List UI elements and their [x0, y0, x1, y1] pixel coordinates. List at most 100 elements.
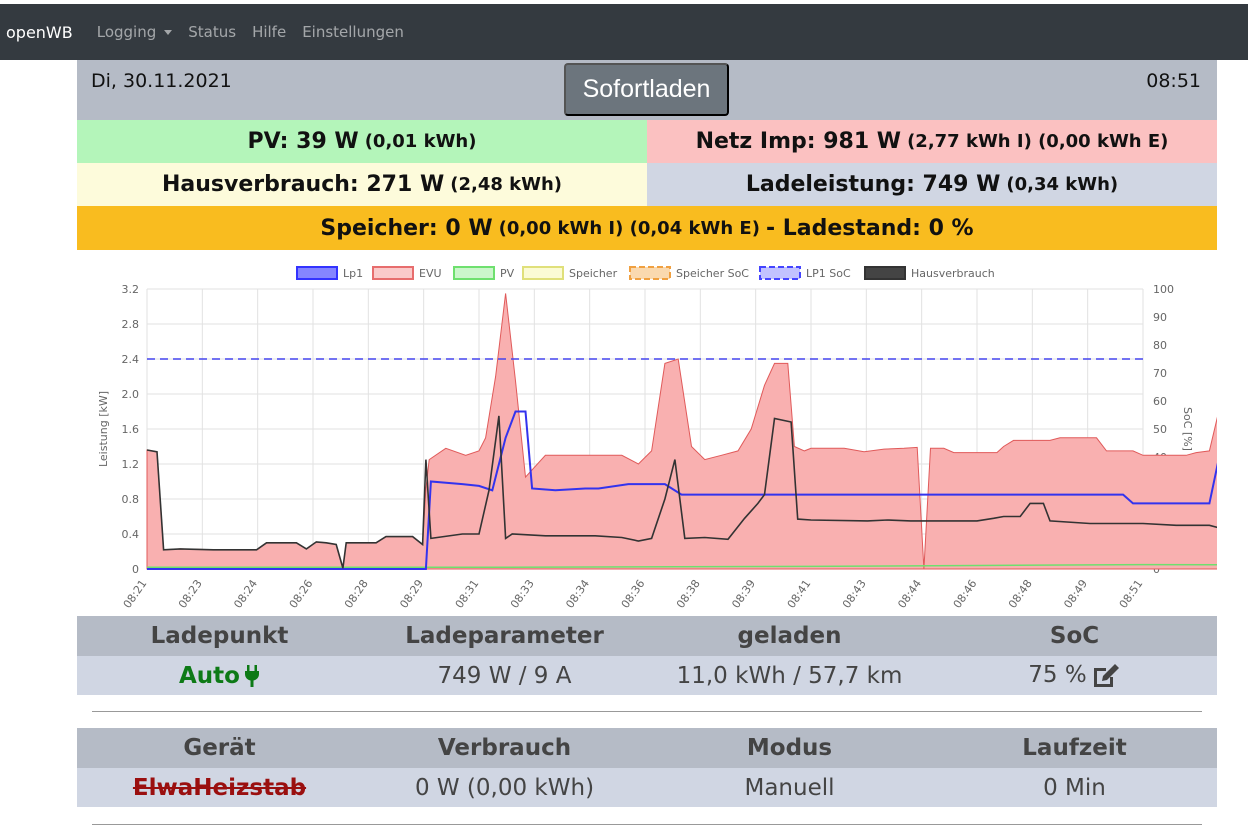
plug-icon: [244, 665, 259, 687]
legend-swatch: [453, 266, 495, 280]
y2-tick-label: 60: [1153, 395, 1167, 408]
legend-label: Speicher: [569, 267, 618, 280]
nav-hilfe[interactable]: Hilfe: [252, 23, 287, 41]
x-tick-label: 08:23: [176, 577, 205, 610]
nav-status[interactable]: Status: [188, 23, 237, 41]
modus-cell: Manuell: [647, 768, 932, 807]
speicher-detail: (0,00 kWh I) (0,04 kWh E): [498, 217, 760, 239]
speicher-suffix: - Ladestand: 0 %: [765, 215, 974, 241]
legend-label: Lp1: [343, 267, 363, 280]
header-verbrauch: Verbrauch: [362, 728, 647, 768]
geraet-cell[interactable]: ElwaHeizstab: [77, 768, 362, 807]
header-modus: Modus: [647, 728, 932, 768]
y-tick-label: 2.8: [122, 318, 140, 331]
header-bar: Di, 30.11.2021 Sofortladen 08:51: [77, 60, 1217, 120]
pv-main: PV: 39 W: [247, 129, 359, 154]
y-tick-label: 1.6: [122, 423, 140, 436]
netz-detail: (2,77 kWh I) (0,00 kWh E): [907, 131, 1169, 152]
laufzeit-cell: 0 Min: [932, 768, 1217, 807]
y-tick-label: 1.2: [122, 458, 140, 471]
caret-down-icon: [164, 29, 173, 35]
y-tick-label: 3.2: [122, 283, 140, 296]
pv-series: [147, 563, 1248, 569]
y2-tick-label: 50: [1153, 423, 1167, 436]
x-tick-label: 08:36: [619, 577, 648, 610]
haus-detail: (2,48 kWh): [450, 174, 563, 195]
legend-swatch: [296, 266, 338, 280]
y-axis-label: Leistung [kW]: [97, 391, 110, 467]
divider: [92, 711, 1202, 712]
y-tick-label: 2.4: [122, 353, 140, 366]
power-chart[interactable]: 00.40.81.21.62.02.42.83.2010203040506070…: [77, 258, 1248, 611]
speicher-main: Speicher: 0 W: [320, 215, 493, 241]
x-tick-label: 08:48: [1006, 577, 1035, 610]
y-tick-label: 2.0: [122, 388, 140, 401]
lade-detail: (0,34 kWh): [1006, 174, 1119, 195]
haus-main: Hausverbrauch: 271 W: [161, 172, 445, 197]
header-ladeparameter: Ladeparameter: [362, 616, 647, 656]
y2-tick-label: 80: [1153, 339, 1167, 352]
table-row: Auto 749 W / 9 A 11,0 kWh / 57,7 km 75 %: [77, 656, 1217, 695]
nav-logging-label: Logging: [96, 23, 157, 41]
table-row: ElwaHeizstab 0 W (0,00 kWh) Manuell 0 Mi…: [77, 768, 1217, 807]
geraet-table: Gerät Verbrauch Modus Laufzeit ElwaHeizs…: [77, 728, 1217, 807]
date-display: Di, 30.11.2021: [91, 70, 232, 92]
y-tick-label: 0.4: [122, 528, 140, 541]
header-geraet: Gerät: [77, 728, 362, 768]
y2-tick-label: 100: [1153, 283, 1174, 296]
evu-series: [146, 293, 1248, 570]
ladepunkt-table: Ladepunkt Ladeparameter geladen SoC Auto…: [77, 616, 1217, 695]
x-tick-label: 08:51: [1117, 577, 1146, 610]
legend-swatch: [522, 266, 564, 280]
legend-swatch: [372, 266, 414, 280]
lp1-series: [147, 410, 1248, 570]
legend-label: EVU: [419, 267, 442, 280]
x-tick-label: 08:24: [231, 577, 260, 610]
hausverbrauch-stat: Hausverbrauch: 271 W (2,48 kWh): [77, 163, 647, 206]
time-display: 08:51: [1146, 70, 1201, 92]
power-chart-svg: 00.40.81.21.62.02.42.83.2010203040506070…: [97, 266, 1248, 611]
header-geladen: geladen: [647, 616, 932, 656]
x-tick-label: 08:41: [785, 577, 814, 610]
x-tick-label: 08:39: [729, 577, 758, 610]
header-ladepunkt: Ladepunkt: [77, 616, 362, 656]
charge-mode-button[interactable]: Sofortladen: [564, 63, 729, 116]
hausverbrauch-series: [146, 415, 1248, 569]
x-tick-label: 08:33: [508, 577, 537, 610]
x-tick-label: 08:49: [1061, 577, 1090, 610]
x-tick-label: 08:44: [895, 577, 924, 610]
x-tick-label: 08:21: [121, 577, 150, 610]
nav-einstellungen[interactable]: Einstellungen: [302, 23, 404, 41]
nav-logging[interactable]: Logging: [97, 23, 173, 41]
y-tick-label: 0: [132, 563, 139, 576]
edit-icon[interactable]: [1091, 663, 1121, 689]
y-tick-label: 0.8: [122, 493, 140, 506]
verbrauch-cell: 0 W (0,00 kWh): [362, 768, 647, 807]
x-tick-label: 08:38: [674, 577, 703, 610]
geladen-cell: 11,0 kWh / 57,7 km: [647, 656, 932, 695]
speicher-stat: Speicher: 0 W (0,00 kWh I) (0,04 kWh E) - …: [77, 206, 1217, 250]
pv-stat: PV: 39 W (0,01 kWh): [77, 120, 647, 163]
legend-swatch: [629, 266, 671, 280]
geraet-name: ElwaHeizstab: [132, 774, 307, 801]
header-soc: SoC: [932, 616, 1217, 656]
y2-axis-label: SoC [%]: [1181, 407, 1194, 451]
x-tick-label: 08:46: [951, 577, 980, 610]
x-tick-label: 08:29: [397, 577, 426, 610]
navbar: openWB Logging Status Hilfe Einstellunge…: [0, 4, 1248, 60]
ladeparameter-cell: 749 W / 9 A: [362, 656, 647, 695]
brand-logo[interactable]: openWB: [6, 22, 73, 42]
ladepunkt-cell[interactable]: Auto: [77, 656, 362, 695]
y2-tick-label: 90: [1153, 311, 1167, 324]
x-tick-label: 08:26: [287, 577, 316, 610]
soc-value: 75 %: [1028, 662, 1087, 689]
legend-swatch: [759, 266, 801, 280]
header-laufzeit: Laufzeit: [932, 728, 1217, 768]
pv-detail: (0,01 kWh): [364, 131, 477, 152]
legend-label: LP1 SoC: [806, 267, 851, 280]
legend-label: PV: [500, 267, 515, 280]
x-tick-label: 08:43: [840, 577, 869, 610]
ladepunkt-name: Auto: [179, 662, 240, 689]
x-tick-label: 08:31: [453, 577, 482, 610]
lade-main: Ladeleistung: 749 W: [745, 172, 1001, 197]
